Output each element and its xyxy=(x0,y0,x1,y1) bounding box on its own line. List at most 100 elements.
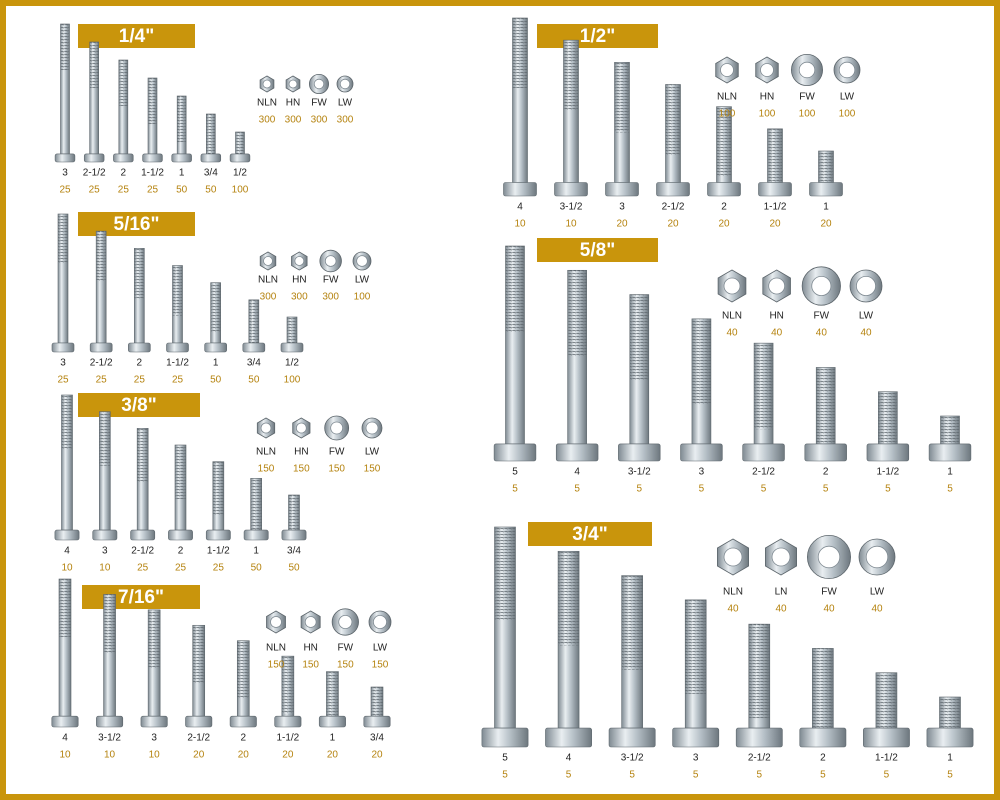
hardware-qty: 150 xyxy=(293,464,310,475)
bolt-thread xyxy=(250,478,262,531)
hardware-name: FW xyxy=(821,587,837,598)
bolt xyxy=(140,609,168,728)
bolt-size: 3-1/2 xyxy=(98,733,121,744)
bolt-thread xyxy=(206,114,216,154)
bolt-thread xyxy=(505,246,525,332)
bolt-qty: 5 xyxy=(574,484,580,495)
bolt-size: 4 xyxy=(64,546,70,557)
hole xyxy=(260,422,272,434)
bolt-size: 5 xyxy=(502,753,508,764)
hardware-name: FW xyxy=(814,311,830,322)
bolt-qty: 20 xyxy=(667,219,679,230)
bolt xyxy=(113,59,134,163)
hardware-name: HN xyxy=(303,643,317,654)
bolt-qty: 20 xyxy=(282,750,294,761)
bolt-qty: 5 xyxy=(757,770,763,781)
bolt xyxy=(243,478,269,541)
bolt-thread xyxy=(58,214,68,264)
hole xyxy=(294,256,305,266)
bolt-qty: 25 xyxy=(96,375,108,386)
bolt-qty: 5 xyxy=(693,770,699,781)
bolt-size: 3-1/2 xyxy=(560,202,583,213)
bolt-thread xyxy=(177,96,187,142)
bolt-head xyxy=(707,182,741,197)
bolt-head xyxy=(204,342,227,353)
bolt-head xyxy=(229,153,251,163)
bolt-size: 1-1/2 xyxy=(876,467,899,478)
bolt xyxy=(605,62,639,197)
bolt-thread xyxy=(96,231,107,282)
bolt-qty: 10 xyxy=(61,563,73,574)
bolt-qty: 10 xyxy=(514,219,526,230)
bolt-thread xyxy=(878,391,898,444)
bolt xyxy=(804,367,847,462)
bolt-qty: 20 xyxy=(371,750,383,761)
bolt-thread xyxy=(326,671,339,717)
bolt-head xyxy=(554,182,588,197)
bolt-qty: 5 xyxy=(947,484,953,495)
section-title: 3/8" xyxy=(121,395,156,416)
bolt-size: 1-1/2 xyxy=(875,753,898,764)
bolt xyxy=(89,230,113,353)
bolt-size: 4 xyxy=(62,733,68,744)
bolt-head xyxy=(481,727,529,748)
hardware-qty: 40 xyxy=(871,604,883,615)
hardware-name: HN xyxy=(294,447,308,458)
bolt-size: 3 xyxy=(699,467,705,478)
hole xyxy=(295,422,307,434)
hole xyxy=(811,275,832,296)
bolt-thread xyxy=(89,42,99,88)
bolt-head xyxy=(92,529,118,541)
bolt-thread xyxy=(621,575,643,670)
bolt xyxy=(229,640,257,728)
bolt-thread xyxy=(237,640,250,699)
hardware-name: LW xyxy=(365,447,380,458)
bolt-head xyxy=(866,443,910,462)
bolt-size: 1-1/2 xyxy=(207,546,230,557)
bolt-qty: 20 xyxy=(327,750,339,761)
bolt xyxy=(168,444,193,541)
bolt xyxy=(758,128,792,197)
bolt-head xyxy=(503,182,537,197)
bolt-head xyxy=(51,715,79,728)
bolt xyxy=(166,265,189,353)
hole xyxy=(365,421,379,435)
bolt-qty: 50 xyxy=(210,375,222,386)
bolt-thread xyxy=(512,18,528,88)
bolt-thread xyxy=(137,428,149,483)
bolt xyxy=(83,41,105,163)
bolt xyxy=(742,342,785,462)
bolt xyxy=(130,428,156,541)
hardware-name: HN xyxy=(292,275,306,286)
hole xyxy=(723,277,741,295)
bolt-thread xyxy=(567,270,587,357)
hole xyxy=(288,79,298,89)
hole xyxy=(771,547,791,567)
bolt-qty: 50 xyxy=(288,563,300,574)
bolt-thread xyxy=(281,656,294,715)
bolt xyxy=(618,294,661,462)
bolt-head xyxy=(605,182,639,197)
hole xyxy=(270,616,282,628)
hole xyxy=(856,275,877,296)
bolt-thread xyxy=(248,299,259,343)
bolt-size: 2-1/2 xyxy=(131,546,154,557)
bolt xyxy=(280,316,304,353)
bolt-head xyxy=(205,529,231,541)
hardware-qty: 300 xyxy=(260,292,277,303)
hardware-name: NLN xyxy=(723,587,743,598)
bolt xyxy=(680,318,723,462)
bolt-thread xyxy=(818,151,834,183)
bolt xyxy=(656,84,690,197)
bolt xyxy=(242,299,266,353)
bolt xyxy=(200,113,222,163)
bolt-thread xyxy=(629,294,649,381)
bolt-thread xyxy=(685,599,707,694)
hardware-name: LN xyxy=(775,587,788,598)
bolt-size: 2 xyxy=(137,358,143,369)
hardware-qty: 150 xyxy=(268,660,285,671)
hardware-name: NLN xyxy=(722,311,742,322)
bolt-head xyxy=(758,182,792,197)
hardware-qty: 150 xyxy=(258,464,275,475)
bolt-qty: 20 xyxy=(769,219,781,230)
